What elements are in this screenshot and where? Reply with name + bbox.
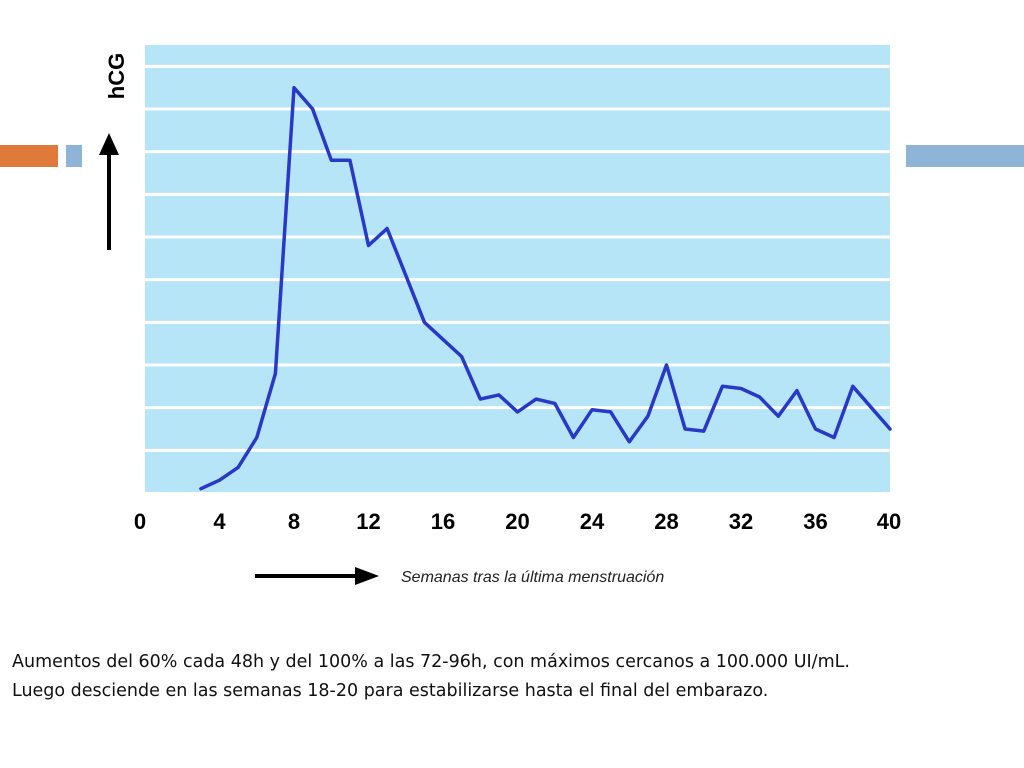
caption-line-2: Luego desciende en las semanas 18-20 par… — [12, 681, 769, 701]
x-tick-label: 16 — [431, 509, 455, 534]
x-tick-label: 20 — [505, 509, 529, 534]
hcg-chart: 0 4 8 12 16 20 24 28 32 36 40 hCG Semanas tras la … — [99, 45, 901, 586]
x-tick-label: 0 — [134, 509, 146, 534]
caption: Aumentos del 60% cada 48h y del 100% a l… — [12, 648, 1017, 706]
x-axis-arrow-head — [355, 567, 379, 585]
x-tick-label: 40 — [877, 509, 901, 534]
y-axis-arrow-head — [99, 133, 119, 155]
x-tick-label: 24 — [580, 509, 605, 534]
x-tick-label: 12 — [356, 509, 380, 534]
decorative-bar-blue-left — [66, 145, 82, 167]
x-tick-labels: 0 4 8 12 16 20 24 28 32 36 40 — [134, 509, 901, 534]
decorative-bar-blue-right — [906, 145, 1024, 167]
x-tick-label: 28 — [654, 509, 678, 534]
x-axis-label: Semanas tras la última menstruación — [401, 569, 664, 586]
hcg-series-line — [199, 85, 892, 491]
y-axis-label: hCG — [104, 53, 129, 99]
x-tick-label: 32 — [729, 509, 753, 534]
decorative-bar-orange — [0, 145, 58, 167]
x-tick-label: 4 — [213, 509, 226, 534]
x-tick-label: 8 — [288, 509, 300, 534]
gridlines — [145, 64, 890, 452]
caption-line-1: Aumentos del 60% cada 48h y del 100% a l… — [12, 652, 850, 672]
x-tick-label: 36 — [803, 509, 827, 534]
plot-background — [145, 45, 890, 493]
